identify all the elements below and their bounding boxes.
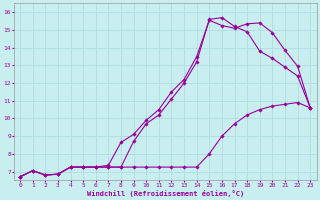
X-axis label: Windchill (Refroidissement éolien,°C): Windchill (Refroidissement éolien,°C) — [86, 190, 244, 197]
